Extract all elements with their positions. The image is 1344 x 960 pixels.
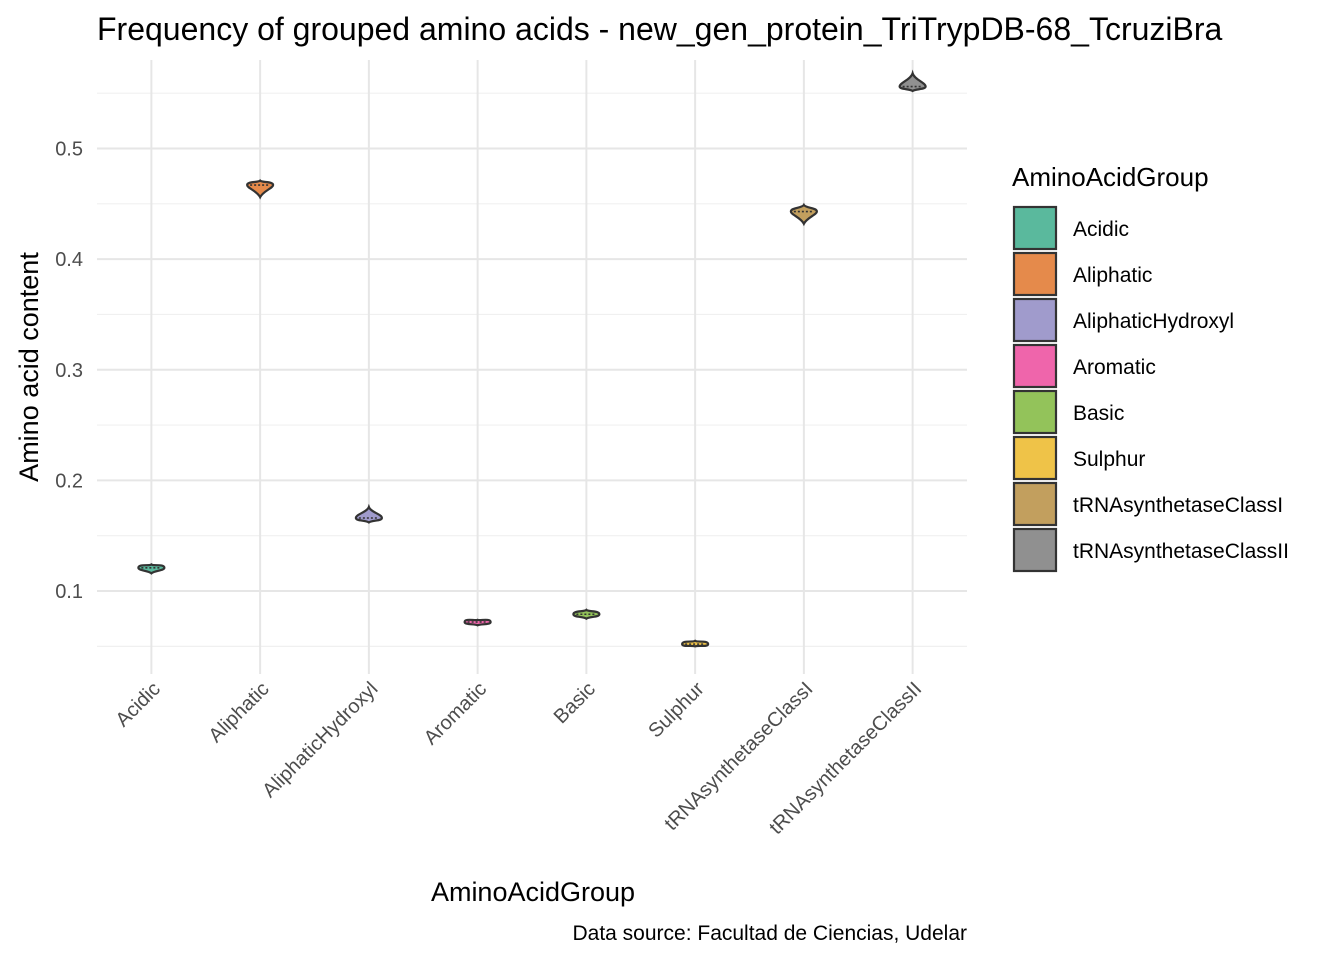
legend-swatch: [1012, 343, 1058, 389]
legend: AminoAcidGroup Acidic Aliphatic AliphaticH…: [1012, 162, 1289, 573]
x-tick-label: Sulphur: [644, 678, 709, 743]
legend-item: Aromatic: [1012, 343, 1156, 389]
violin-Basic: [572, 608, 601, 621]
legend-label: AliphaticHydroxyl: [1073, 310, 1234, 333]
violin-body: [354, 503, 383, 524]
x-tick-label: Aromatic: [420, 678, 491, 749]
y-axis-title: Amino acid content: [14, 252, 44, 482]
grid-lines: [97, 60, 967, 674]
y-tick-label: 0.2: [55, 470, 83, 492]
y-tick-label: 0.4: [55, 249, 83, 271]
chart-title: Frequency of grouped amino acids - new_g…: [97, 11, 1223, 47]
legend-item: tRNAsynthetaseClassII: [1012, 527, 1289, 573]
legend-label: tRNAsynthetaseClassII: [1073, 540, 1289, 563]
legend-label: tRNAsynthetaseClassI: [1073, 494, 1283, 517]
legend-swatch: [1012, 481, 1058, 527]
legend-title: AminoAcidGroup: [1012, 162, 1209, 192]
violin-body: [898, 69, 927, 93]
legend-swatch: [1012, 297, 1058, 343]
violin-Sulphur: [681, 639, 710, 648]
legend-item: Basic: [1012, 389, 1124, 435]
x-axis-title: AminoAcidGroup: [431, 877, 635, 907]
legend-label: Aromatic: [1073, 356, 1156, 379]
violin-body: [246, 178, 275, 200]
legend-label: Acidic: [1073, 218, 1129, 241]
legend-swatch: [1012, 205, 1058, 251]
legend-label: Aliphatic: [1073, 264, 1152, 287]
violin-Acidic: [137, 563, 166, 575]
violin-AliphaticHydroxyl: [354, 503, 383, 524]
legend-item: AliphaticHydroxyl: [1012, 297, 1234, 343]
legend-item: Aliphatic: [1012, 251, 1152, 297]
legend-label: Basic: [1073, 402, 1124, 425]
legend-item: Sulphur: [1012, 435, 1145, 481]
violin-body: [137, 563, 166, 575]
legend-swatch: [1012, 435, 1058, 481]
violin-Aliphatic: [246, 178, 275, 200]
x-tick-label: Aliphatic: [205, 678, 274, 747]
violins: [137, 69, 927, 648]
y-tick-label: 0.3: [55, 360, 83, 382]
x-tick-label: AliphaticHydroxyl: [258, 678, 382, 802]
legend-item: Acidic: [1012, 205, 1129, 251]
x-tick-label: Basic: [550, 678, 600, 728]
y-tick-label: 0.5: [55, 139, 83, 161]
legend-swatch: [1012, 251, 1058, 297]
violin-Aromatic: [463, 618, 492, 627]
y-tick-labels: 0.1 0.2 0.3 0.4 0.5: [55, 139, 83, 604]
violin-tRNAsynthetaseClassII: [898, 69, 927, 93]
violin-body: [789, 202, 818, 227]
legend-swatch: [1012, 527, 1058, 573]
legend-label: Sulphur: [1073, 448, 1145, 471]
x-tick-label: Acidic: [112, 678, 165, 731]
violin-tRNAsynthetaseClassI: [789, 202, 818, 227]
caption: Data source: Facultad de Ciencias, Udela…: [572, 922, 967, 945]
y-tick-label: 0.1: [55, 581, 83, 603]
legend-item: tRNAsynthetaseClassI: [1012, 481, 1283, 527]
legend-swatch: [1012, 389, 1058, 435]
